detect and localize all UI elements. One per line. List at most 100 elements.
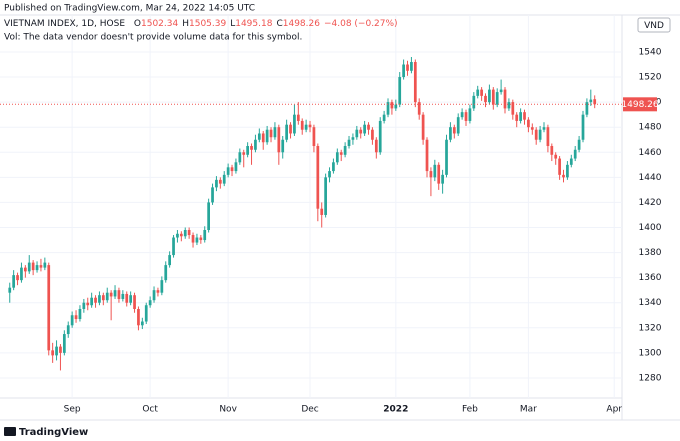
candle-body (31, 262, 35, 271)
candle-body (293, 114, 296, 134)
candle-body (254, 139, 257, 150)
candle-body (562, 174, 565, 178)
candle-body (94, 297, 97, 303)
candle-body (339, 152, 343, 155)
y-tick-label: 1400 (639, 223, 662, 233)
candle-body (43, 262, 47, 268)
candle-body (98, 295, 101, 303)
candle-body (312, 127, 316, 147)
candle-body (35, 265, 39, 271)
candle-body (488, 89, 491, 103)
candle-body (527, 119, 530, 128)
candle-body (573, 149, 577, 159)
ohlc-value: 1505.39 (189, 19, 226, 29)
candle-body (371, 129, 374, 140)
x-tick-label: 2022 (383, 405, 408, 415)
candle-body (218, 179, 222, 184)
x-tick-label: Apr (606, 405, 622, 415)
candle-body (82, 302, 86, 309)
published-note: Published on TradingView.com, Mar 24, 20… (4, 4, 255, 14)
candle-body (277, 127, 281, 153)
candles (0, 56, 622, 371)
candle-body (133, 295, 136, 309)
candle-body (195, 237, 199, 243)
y-tick-label: 1520 (639, 73, 662, 83)
candle-body (140, 321, 144, 326)
candle-body (105, 292, 109, 301)
currency[interactable]: VND (644, 21, 664, 31)
candle-body (534, 129, 538, 140)
candle-body (417, 102, 421, 115)
candle-body (207, 202, 210, 231)
candle-body (172, 237, 175, 256)
candle-body (507, 102, 511, 109)
candle-body (59, 346, 62, 353)
candle-body (90, 297, 94, 306)
x-tick-label: Dec (301, 405, 318, 415)
candle-body (523, 112, 526, 120)
candle-body (191, 235, 195, 243)
candle-body (347, 139, 351, 147)
candle-body (66, 325, 70, 335)
candle-body (394, 104, 398, 109)
candle-body (137, 308, 140, 326)
grid (0, 15, 622, 398)
candle-body (495, 92, 499, 105)
candle-body (332, 162, 335, 172)
candle-body (160, 280, 164, 293)
candle-body (359, 129, 363, 134)
candle-body (285, 124, 288, 140)
currency-box[interactable] (637, 17, 671, 33)
candle-body (121, 293, 125, 299)
candle-body (27, 262, 31, 272)
change: −4.08 (−0.27%) (324, 19, 398, 29)
y-tick-label: 1280 (639, 373, 662, 383)
candle-body (445, 139, 448, 175)
candle-body (273, 127, 277, 138)
candle-body (569, 158, 573, 165)
candle-body (23, 267, 27, 272)
candle-body (183, 230, 187, 237)
candle-body (413, 62, 417, 103)
x-tick-label: Mar (520, 405, 537, 415)
candle-body (179, 233, 183, 237)
candle-body (148, 300, 152, 306)
candle-body (125, 293, 129, 303)
x-tick-label: Feb (462, 405, 478, 415)
y-tick-label: 1340 (639, 298, 662, 308)
candle-body (320, 208, 324, 215)
candle-body (499, 89, 503, 93)
axes: 1280 1300 1320 1340 1360 1380 1400 1420 1440 1460… (64, 47, 662, 414)
y-tick-label: 1300 (639, 348, 662, 358)
candle-body (156, 290, 160, 293)
candle-body (425, 139, 429, 172)
ohlc-value: 1498.26 (283, 19, 320, 29)
candle-body (242, 152, 246, 155)
volume-note: Vol: The data vendor doesn't provide vol… (4, 33, 302, 43)
ohlc-label: H (182, 19, 189, 29)
candle-body (257, 133, 261, 140)
y-tick-label: 1540 (639, 47, 662, 57)
candle-body (480, 89, 483, 96)
candle-body (230, 167, 234, 172)
candle-body (316, 146, 320, 209)
candle-body (460, 112, 464, 118)
candle-body (215, 179, 218, 188)
candle-body (12, 275, 16, 288)
candle-body (429, 171, 433, 178)
candle-body (581, 114, 585, 140)
candle-body (152, 290, 156, 301)
candle-body (530, 127, 534, 130)
candle-body (566, 164, 569, 178)
candle-body (78, 308, 82, 320)
candle-body (577, 139, 581, 150)
candle-body (386, 102, 390, 115)
candle-body (410, 62, 413, 71)
candle-body (484, 95, 487, 103)
candle-body (503, 89, 507, 109)
candle-body (468, 108, 472, 121)
candle-body (433, 164, 437, 178)
candle-body (304, 124, 308, 130)
